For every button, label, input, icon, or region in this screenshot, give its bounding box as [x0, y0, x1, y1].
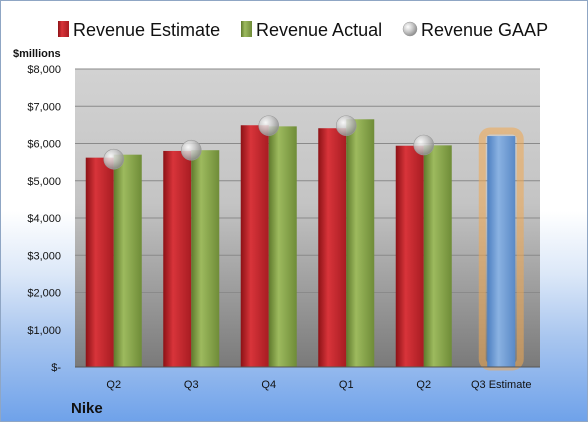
- y-tick-label: $6,000: [27, 139, 61, 151]
- bar-revenue-actual: [191, 150, 220, 367]
- bar-revenue-actual: [113, 154, 142, 367]
- y-tick-label: $4,000: [27, 213, 61, 225]
- bar-revenue-actual: [346, 119, 375, 367]
- y-tick-label: $5,000: [27, 176, 61, 188]
- bars: [85, 119, 524, 371]
- y-tick-label: $-: [51, 362, 61, 374]
- bar-revenue-estimate: [163, 150, 192, 367]
- gridlines: [75, 68, 540, 331]
- marker-revenue-gaap: [103, 148, 125, 170]
- y-tick-label: $7,000: [27, 101, 61, 113]
- y-tick-label: $3,000: [27, 250, 61, 262]
- y-axis-unit-label: $millions: [13, 48, 61, 60]
- y-tick-label: $2,000: [27, 288, 61, 300]
- marker-revenue-gaap: [180, 139, 202, 161]
- y-tick-label: $1,000: [27, 325, 61, 337]
- bar-revenue-estimate: [240, 125, 269, 367]
- bar-revenue-estimate: [395, 145, 424, 367]
- bar-revenue-estimate-forecast: [487, 136, 516, 367]
- legend: Revenue Estimate Revenue Actual Revenue …: [58, 20, 548, 40]
- legend-swatch-estimate: [58, 21, 69, 37]
- y-axis-ticks: $- $1,000 $2,000 $3,000 $4,000 $5,000 $6,000 $7…: [27, 64, 61, 374]
- marker-revenue-gaap: [413, 134, 435, 156]
- legend-label-estimate: Revenue Estimate: [73, 20, 220, 40]
- x-category-label: Q2: [106, 379, 121, 391]
- legend-swatch-actual: [241, 21, 252, 37]
- bar-revenue-actual: [423, 145, 452, 367]
- marker-revenue-gaap: [335, 115, 357, 136]
- x-category-label: Q4: [261, 379, 276, 391]
- y-tick-label: $8,000: [27, 64, 61, 76]
- legend-marker-gaap: [402, 21, 418, 37]
- legend-label-gaap: Revenue GAAP: [421, 20, 548, 40]
- x-category-label: Q3 Estimate: [471, 379, 532, 391]
- x-category-label: Q3: [184, 379, 199, 391]
- legend-label-actual: Revenue Actual: [256, 20, 382, 40]
- bar-revenue-actual: [268, 126, 297, 368]
- bar-revenue-estimate: [85, 157, 114, 367]
- gaap-markers: [103, 115, 435, 170]
- x-axis-categories: Q2 Q3 Q4 Q1 Q2 Q3 Estimate: [106, 379, 531, 391]
- x-category-label: Q1: [339, 379, 354, 391]
- bar-revenue-estimate: [318, 128, 347, 367]
- x-category-label: Q2: [416, 379, 431, 391]
- marker-revenue-gaap: [258, 115, 280, 136]
- company-label: Nike: [71, 400, 103, 417]
